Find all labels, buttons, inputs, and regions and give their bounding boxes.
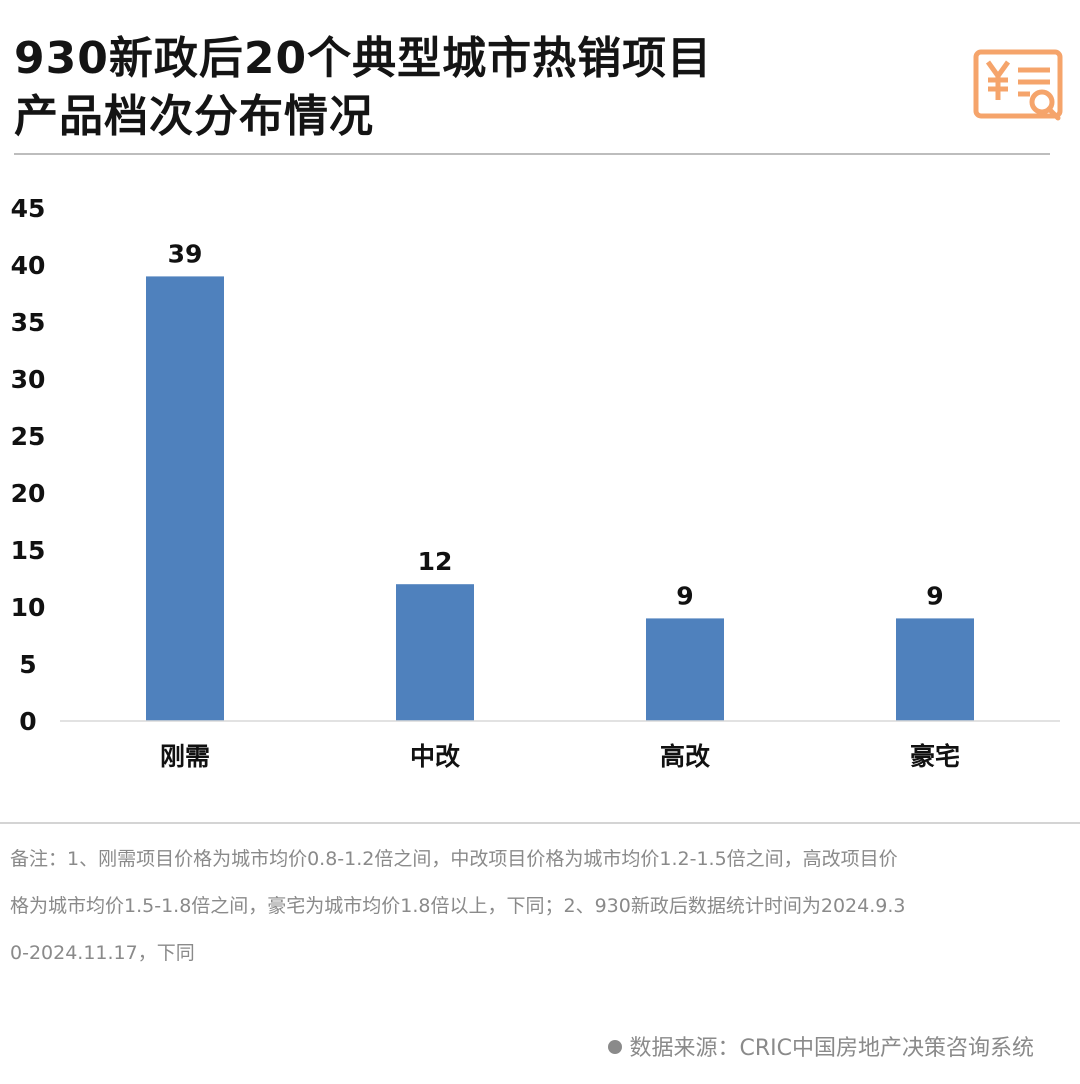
- source-text: 数据来源：CRIC中国房地产决策咨询系统: [629, 1036, 1035, 1061]
- bar: [146, 276, 224, 721]
- y-tick-label: 0: [19, 707, 36, 736]
- y-tick-label: 20: [11, 479, 46, 508]
- data-label: 12: [418, 547, 453, 576]
- x-category-label: 豪宅: [910, 742, 960, 771]
- y-tick-label: 15: [11, 536, 46, 565]
- x-category-label: 中改: [410, 742, 460, 771]
- footnote: 备注：1、刚需项目价格为城市均价0.8-1.2倍之间，中改项目价格为城市均价1.…: [10, 848, 906, 964]
- y-tick-label: 5: [19, 650, 36, 679]
- bar: [646, 618, 724, 721]
- y-tick-label: 25: [11, 422, 46, 451]
- footer-divider: [0, 822, 1080, 824]
- title-line-2: 产品档次分布情况: [14, 91, 374, 142]
- y-tick-label: 30: [11, 365, 46, 394]
- data-label: 39: [168, 239, 203, 268]
- x-category-label: 高改: [660, 742, 710, 771]
- y-tick-label: 10: [11, 593, 46, 622]
- x-category-label: 刚需: [160, 742, 210, 771]
- bullet-dot-icon: [607, 1040, 622, 1054]
- receipt-search-icon: [973, 49, 1063, 121]
- bar-chart: 0 5 10 15 20 25 30 35 40 45 39 12 9 9 刚需 中改 高改 豪宅: [11, 194, 1060, 771]
- bar: [896, 618, 974, 721]
- data-label: 9: [676, 581, 693, 610]
- y-tick-label: 35: [11, 308, 46, 337]
- source-line: 数据来源：CRIC中国房地产决策咨询系统: [607, 1030, 1035, 1062]
- data-label: 9: [926, 581, 943, 610]
- y-tick-label: 45: [11, 194, 46, 223]
- x-axis: 刚需 中改 高改 豪宅: [60, 720, 1060, 771]
- chart-title: 930新政后20个典型城市热销项目 产品档次分布情况: [14, 30, 914, 146]
- y-tick-label: 40: [11, 251, 46, 280]
- y-axis: 0 5 10 15 20 25 30 35 40 45: [11, 194, 46, 736]
- bars: 39 12 9 9: [146, 239, 974, 721]
- bar: [396, 584, 474, 721]
- title-line-1: 930新政后20个典型城市热销项目: [14, 33, 713, 84]
- header-divider: [14, 153, 1050, 155]
